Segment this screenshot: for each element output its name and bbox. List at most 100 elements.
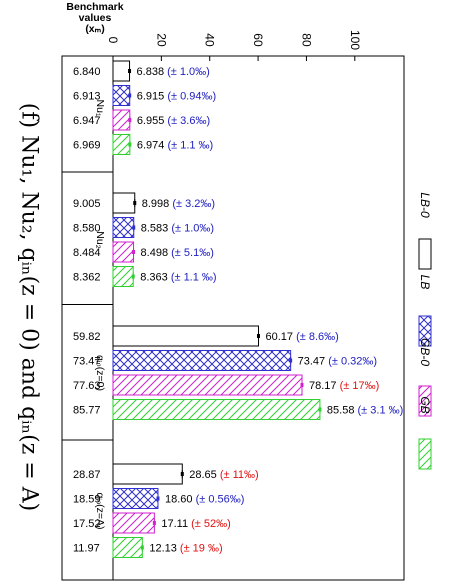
value-marker <box>256 334 260 338</box>
bar-annotation: 8.583 (± 1.0‰) <box>141 223 214 235</box>
bar-annotation: 17.11 (± 52‰) <box>161 518 230 530</box>
annotation-value: 6.955 <box>137 115 168 127</box>
benchmark-value: 8.580 <box>73 223 101 235</box>
value-marker <box>132 225 136 230</box>
benchmark-value: 28.87 <box>73 469 101 481</box>
bar-annotation: 8.363 (± 1.1 ‰) <box>140 272 216 284</box>
bar-lb-0 <box>112 192 136 214</box>
value-marker <box>128 118 132 122</box>
bar-gb <box>112 399 321 420</box>
value-marker <box>180 472 184 476</box>
benchmark-value: 8.362 <box>73 272 101 284</box>
value-tick-label: 80 <box>299 33 313 47</box>
benchmark-value: 6.947 <box>73 115 101 127</box>
legend-swatch-lb <box>418 315 432 347</box>
bar-annotation: 8.998 (± 3.2‰) <box>142 198 215 210</box>
group-label: Nu₂ <box>94 231 106 249</box>
annotation-value: 8.998 <box>142 198 173 210</box>
benchmark-header-line3: (xₘ) <box>85 23 105 35</box>
group-label: qᵢₙ(z=0) <box>94 355 106 391</box>
legend-label-gb-0: GB-0 <box>418 338 432 366</box>
bar-lb <box>112 350 292 371</box>
value-marker <box>156 496 160 501</box>
benchmark-header-line2: values <box>78 12 112 24</box>
annotation-value: 8.583 <box>141 223 172 235</box>
value-tick-label: 0 <box>106 37 120 44</box>
group-label: qᵢₙ(z=A) <box>94 492 106 529</box>
value-marker <box>131 274 135 279</box>
value-tick-label: 100 <box>348 30 362 50</box>
value-marker <box>140 545 144 550</box>
annotation-deviation: (± 11‰) <box>220 469 259 481</box>
annotation-value: 73.47 <box>298 356 329 368</box>
bar-annotation: 6.974 (± 1.1 ‰) <box>137 140 213 152</box>
benchmark-value: 6.969 <box>73 140 101 152</box>
bar-lb-0 <box>112 60 131 82</box>
value-marker <box>300 383 304 387</box>
bar-annotation: 18.60 (± 0.56‰) <box>165 494 244 506</box>
value-marker <box>133 201 137 205</box>
value-marker <box>128 142 132 147</box>
benchmark-header-line1: Benchmark <box>66 1 124 13</box>
bar-annotation: 85.58 (± 3.1 ‰) <box>327 405 403 417</box>
value-marker <box>128 93 132 98</box>
annotation-deviation: (± 0.94‰) <box>167 91 216 103</box>
legend-label-lb-0: LB-0 <box>418 192 432 218</box>
annotation-deviation: (± 1.1 ‰) <box>167 140 213 152</box>
bar-gb <box>112 537 143 558</box>
bar-annotation: 6.915 (± 0.94‰) <box>137 91 216 103</box>
annotation-value: 6.838 <box>137 66 168 78</box>
benchmark-value: 6.913 <box>73 91 101 103</box>
annotation-value: 8.498 <box>141 247 172 259</box>
annotation-value: 17.11 <box>161 518 191 530</box>
benchmark-value: 17.52 <box>73 518 101 530</box>
legend-swatch-gb <box>418 438 432 470</box>
bar-annotation: 28.65 (± 11‰) <box>189 469 258 481</box>
bar-lb <box>112 85 131 106</box>
group-label: Nu₁ <box>94 100 106 117</box>
annotation-value: 6.915 <box>137 91 168 103</box>
annotation-value: 85.58 <box>327 405 358 417</box>
benchmark-value: 59.82 <box>73 331 101 343</box>
annotation-deviation: (± 3.6‰) <box>167 115 210 127</box>
legend-label-gb: GB <box>418 396 432 413</box>
bar-lb-0 <box>112 325 259 347</box>
bar-lb <box>112 488 159 509</box>
bar-annotation: 6.838 (± 1.0‰) <box>137 66 210 78</box>
benchmark-value: 8.484 <box>73 247 101 259</box>
bar-annotation: 78.17 (± 17‰) <box>309 380 379 392</box>
value-marker <box>152 521 156 525</box>
benchmark-value: 9.005 <box>73 198 101 210</box>
bar-annotation: 73.47 (± 0.32‰) <box>298 356 377 368</box>
benchmark-value: 6.840 <box>73 66 101 78</box>
annotation-deviation: (± 8.6‰) <box>296 331 339 343</box>
bar-gb-0 <box>112 241 135 263</box>
annotation-value: 28.65 <box>189 469 220 481</box>
value-marker <box>318 407 322 412</box>
bar-annotation: 8.498 (± 5.1‰) <box>141 247 214 259</box>
benchmark-value: 73.47 <box>73 356 101 368</box>
annotation-deviation: (± 0.32‰) <box>328 356 377 368</box>
annotation-value: 12.13 <box>149 543 180 555</box>
annotation-deviation: (± 1.0‰) <box>171 223 214 235</box>
annotation-deviation: (± 19 ‰) <box>180 543 223 555</box>
bar-gb-0 <box>112 109 131 131</box>
bar-annotation: 6.955 (± 3.6‰) <box>137 115 210 127</box>
annotation-deviation: (± 5.1‰) <box>171 247 214 259</box>
bar-gb-0 <box>112 374 303 396</box>
annotation-deviation: (± 1.1 ‰) <box>171 272 217 284</box>
annotation-value: 78.17 <box>309 380 340 392</box>
benchmark-value: 77.63 <box>73 380 101 392</box>
value-marker <box>289 358 293 363</box>
legend-swatch-gb-0 <box>418 385 432 417</box>
benchmark-value: 85.77 <box>73 405 101 417</box>
legend-label-lb: LB <box>418 275 432 290</box>
annotation-value: 18.60 <box>165 494 196 506</box>
bar-lb-0 <box>112 463 183 485</box>
annotation-value: 60.17 <box>265 331 296 343</box>
bar-annotation: 60.17 (± 8.6‰) <box>265 331 338 343</box>
benchmark-value: 18.59 <box>73 494 101 506</box>
value-tick-label: 20 <box>154 33 168 47</box>
bar-annotation: 12.13 (± 19 ‰) <box>149 543 222 555</box>
